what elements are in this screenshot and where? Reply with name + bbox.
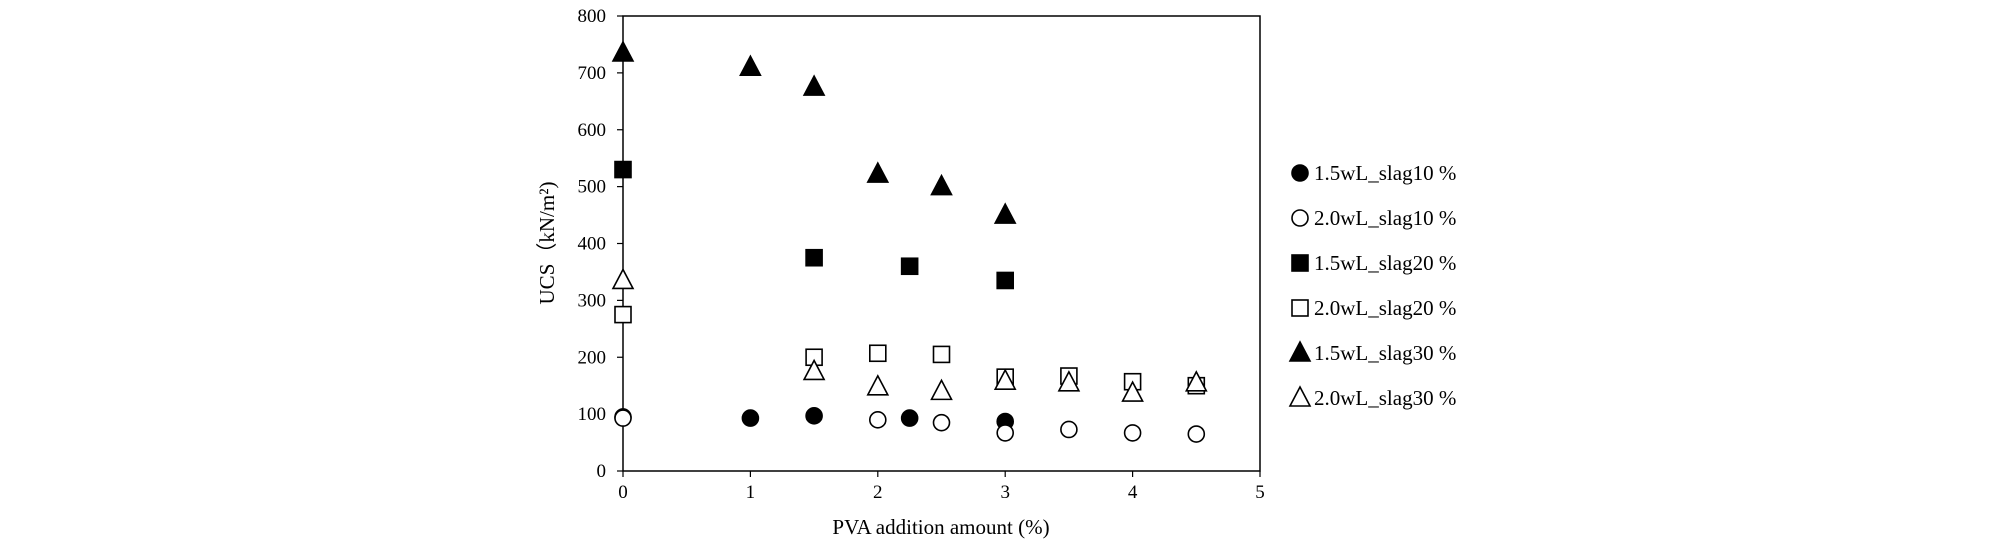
legend-marker xyxy=(1288,385,1312,407)
legend-item: 2.0wL_slag10 % xyxy=(1291,206,1456,230)
y-tick-label: 200 xyxy=(578,347,607,368)
x-tick-label: 3 xyxy=(1000,482,1010,503)
data-point xyxy=(868,411,887,429)
data-point xyxy=(900,257,919,276)
x-axis-title: PVA addition amount (%) xyxy=(832,515,1049,539)
data-point xyxy=(614,160,632,179)
data-point xyxy=(866,374,890,396)
data-point xyxy=(614,409,632,427)
data-point xyxy=(1060,420,1078,439)
data-point xyxy=(614,305,632,324)
data-point xyxy=(1057,370,1081,392)
legend-label: 2.0wL_slag10 % xyxy=(1314,206,1456,230)
y-tick-label: 700 xyxy=(578,63,607,84)
legend-item: 1.5wL_slag10 % xyxy=(1291,161,1456,185)
legend-marker xyxy=(1291,164,1309,182)
plot-area-frame xyxy=(622,15,1261,472)
data-point xyxy=(996,424,1015,442)
legend-item: 1.5wL_slag20 % xyxy=(1291,251,1456,275)
x-tick-label: 0 xyxy=(618,482,628,503)
y-axis-title: UCS（kN/m²) xyxy=(535,182,559,305)
data-point xyxy=(996,271,1015,290)
data-point xyxy=(741,409,760,427)
data-point xyxy=(1121,380,1144,402)
x-tick-label: 1 xyxy=(746,482,756,503)
data-point xyxy=(805,407,823,425)
x-tick-label: 4 xyxy=(1128,482,1138,503)
legend-label: 2.0wL_slag20 % xyxy=(1314,296,1456,320)
data-point xyxy=(932,345,951,364)
series-2 xyxy=(614,409,1206,443)
data-point xyxy=(1187,425,1206,443)
legend-label: 1.5wL_slag20 % xyxy=(1314,251,1456,275)
data-point xyxy=(930,173,953,196)
data-point xyxy=(739,54,762,76)
data-point xyxy=(611,40,635,62)
legend-label: 2.0wL_slag30 % xyxy=(1314,386,1456,410)
legend-marker xyxy=(1291,209,1309,227)
y-tick-label: 800 xyxy=(578,6,607,27)
data-point xyxy=(1123,424,1142,442)
legend-item: 2.0wL_slag20 % xyxy=(1291,296,1456,320)
y-tick-label: 0 xyxy=(597,461,607,482)
legend-label: 1.5wL_slag10 % xyxy=(1314,161,1456,185)
data-point xyxy=(802,358,826,381)
y-tick-label: 300 xyxy=(578,290,607,311)
data-point xyxy=(900,409,919,427)
data-point xyxy=(611,267,635,290)
data-point xyxy=(930,378,953,401)
legend-item: 1.5wL_slag30 % xyxy=(1288,340,1456,365)
y-tick-label: 400 xyxy=(578,234,607,255)
y-tick-label: 100 xyxy=(578,404,607,425)
series-3 xyxy=(614,160,1015,290)
series-1 xyxy=(614,407,1015,431)
legend: 1.5wL_slag10 % 2.0wL_slag10 % 1.5wL_slag20… xyxy=(1288,161,1456,410)
series-4 xyxy=(614,305,1206,395)
data-markers xyxy=(611,40,1208,443)
x-tick-label: 2 xyxy=(873,482,883,503)
data-point xyxy=(993,202,1017,224)
x-tick-label: 5 xyxy=(1255,482,1265,503)
y-axis-ticks: 0 100 200 300 400 500 600 700 800 xyxy=(578,6,623,482)
y-tick-label: 600 xyxy=(578,120,607,141)
legend-label: 1.5wL_slag30 % xyxy=(1314,341,1456,365)
series-6 xyxy=(611,267,1208,402)
data-point xyxy=(868,344,887,363)
data-point xyxy=(1184,370,1208,392)
legend-marker xyxy=(1291,299,1309,317)
x-axis-ticks: 0 1 2 3 4 5 xyxy=(618,471,1265,503)
legend-item: 2.0wL_slag30 % xyxy=(1288,385,1456,410)
data-point xyxy=(866,161,890,183)
data-point xyxy=(932,413,951,432)
data-point xyxy=(805,248,823,267)
y-tick-label: 500 xyxy=(578,177,607,198)
data-point xyxy=(993,368,1017,390)
series-5 xyxy=(611,40,1017,224)
legend-marker xyxy=(1291,254,1309,272)
legend-marker xyxy=(1288,340,1312,362)
data-point xyxy=(802,74,826,96)
